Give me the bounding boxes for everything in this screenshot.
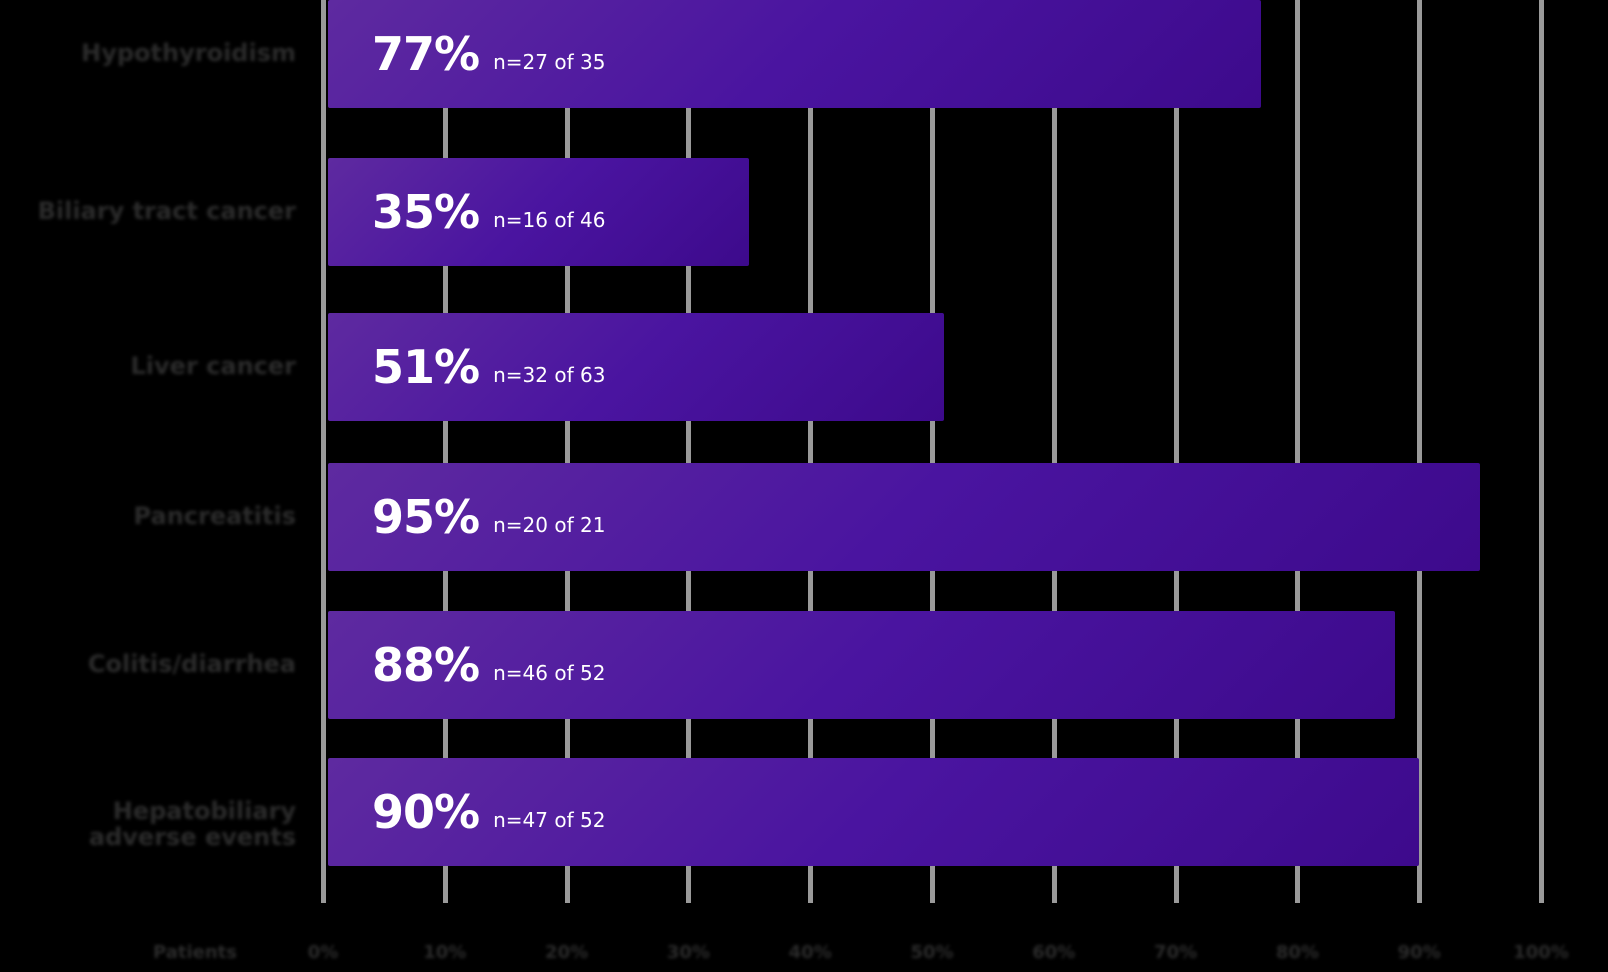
value-label: 51% — [372, 340, 480, 394]
gridline — [808, 0, 814, 903]
n-label: n=20 of 21 — [493, 513, 606, 537]
value-label: 88% — [372, 638, 480, 692]
n-label: n=47 of 52 — [493, 808, 606, 832]
value-label: 90% — [372, 785, 480, 839]
gridline — [1173, 0, 1179, 903]
gridline — [564, 0, 570, 903]
value-label: 95% — [372, 490, 480, 544]
n-label: n=46 of 52 — [493, 661, 606, 685]
x-tick-label: 10% — [423, 942, 467, 963]
gridline — [1539, 0, 1544, 903]
x-tick-label: 20% — [545, 942, 589, 963]
gridline — [930, 0, 935, 903]
bar: 35% n=16 of 46 — [328, 158, 750, 266]
x-tick-label: 70% — [1154, 942, 1198, 963]
gridline — [442, 0, 448, 903]
bar: 95% n=20 of 21 — [328, 463, 1481, 571]
x-tick-label: 0% — [307, 942, 339, 963]
gridline — [1417, 0, 1423, 903]
gridline — [686, 0, 692, 903]
bar: 77% n=27 of 35 — [328, 0, 1261, 108]
n-label: n=32 of 63 — [493, 363, 606, 387]
bar: 90% n=47 of 52 — [328, 758, 1420, 866]
category-label: Liver cancer — [130, 352, 296, 380]
x-tick-label: 30% — [666, 942, 710, 963]
n-label: n=27 of 35 — [493, 50, 606, 74]
gridline — [321, 0, 326, 903]
bar: 88% n=46 of 52 — [328, 611, 1395, 719]
x-tick-label: 90% — [1397, 942, 1441, 963]
gridline — [1051, 0, 1057, 903]
x-axis-title: Patients — [153, 942, 237, 963]
x-tick-label: 40% — [788, 942, 832, 963]
bar: 51% n=32 of 63 — [328, 313, 945, 421]
category-label: Hepatobiliary adverse events — [88, 797, 296, 851]
value-label: 77% — [372, 27, 480, 81]
x-tick-label: 50% — [910, 942, 954, 963]
n-label: n=16 of 46 — [493, 208, 606, 232]
category-label: Colitis/diarrhea — [87, 650, 296, 678]
category-label: Biliary tract cancer — [37, 197, 296, 225]
category-label: Hypothyroidism — [81, 39, 296, 67]
value-label: 35% — [372, 185, 480, 239]
x-tick-label: 60% — [1032, 942, 1076, 963]
x-tick-label: 80% — [1275, 942, 1319, 963]
x-tick-label: 100% — [1513, 942, 1569, 963]
gridline — [1295, 0, 1301, 903]
category-label: Pancreatitis — [133, 502, 296, 530]
